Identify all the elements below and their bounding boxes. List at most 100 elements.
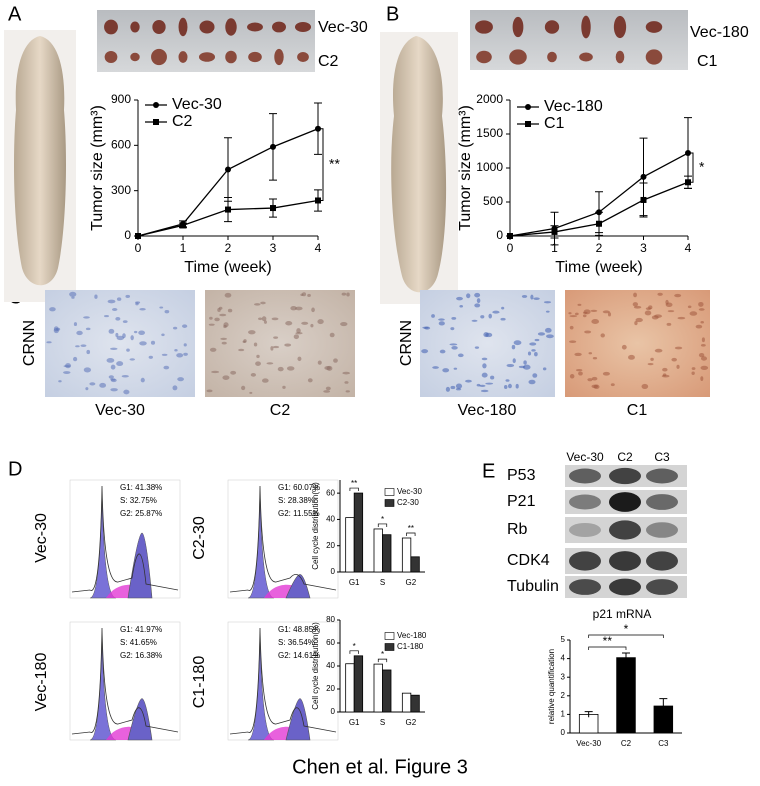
significance-label: * bbox=[381, 650, 384, 659]
legend-swatch bbox=[384, 643, 395, 651]
cell-nucleus bbox=[505, 379, 510, 382]
histogram-trace bbox=[229, 485, 337, 593]
protein-label: CDK4 bbox=[507, 552, 550, 569]
data-point bbox=[551, 228, 558, 235]
photo-label: C1 bbox=[697, 53, 718, 70]
cell-nucleus bbox=[492, 310, 500, 314]
legend-label: C2-30 bbox=[397, 498, 419, 507]
cell-nucleus bbox=[451, 345, 458, 350]
y-tick-label: 20 bbox=[326, 541, 335, 550]
cell-nucleus bbox=[700, 321, 704, 324]
cell-nucleus bbox=[295, 332, 303, 335]
cell-nucleus bbox=[140, 377, 145, 383]
blot-band bbox=[609, 492, 641, 512]
cell-nucleus bbox=[574, 312, 579, 316]
cell-nucleus bbox=[700, 376, 704, 381]
cell-nucleus bbox=[480, 389, 489, 393]
cell-nucleus bbox=[183, 352, 188, 356]
legend-swatch bbox=[384, 499, 395, 507]
cell-nucleus bbox=[523, 360, 527, 365]
data-point bbox=[596, 220, 602, 227]
tumor bbox=[178, 17, 188, 37]
x-tick-label: 4 bbox=[315, 241, 322, 255]
bar bbox=[345, 663, 355, 713]
bar bbox=[373, 663, 383, 713]
flow-stat: S: 28.38% bbox=[278, 496, 315, 505]
cell-nucleus bbox=[438, 318, 445, 321]
cell-nucleus bbox=[698, 301, 704, 307]
cell-nucleus bbox=[602, 310, 610, 314]
flow-stat: S: 41.65% bbox=[120, 638, 157, 647]
tumor bbox=[475, 20, 493, 34]
y-tick-label: 60 bbox=[326, 488, 335, 497]
cell-nucleus bbox=[508, 383, 512, 389]
significance-label: * bbox=[624, 622, 629, 636]
significance-bracket bbox=[406, 532, 416, 536]
cell-nucleus bbox=[422, 326, 429, 329]
cell-nucleus bbox=[691, 371, 695, 376]
significance-label: ** bbox=[351, 479, 357, 488]
cell-nucleus bbox=[341, 292, 347, 296]
tumor bbox=[274, 48, 284, 66]
blot-band bbox=[569, 494, 601, 510]
stain-label: CRNN bbox=[21, 320, 38, 366]
y-tick-label: 40 bbox=[326, 515, 335, 524]
error-bar bbox=[584, 711, 593, 718]
blot-band bbox=[569, 468, 601, 484]
cell-nucleus bbox=[698, 308, 705, 311]
cell-nucleus bbox=[474, 303, 481, 308]
cell-nucleus bbox=[449, 343, 458, 346]
tumor bbox=[272, 21, 286, 33]
ihc-image bbox=[45, 290, 195, 397]
data-point bbox=[225, 166, 231, 173]
x-tick-label: G1 bbox=[349, 718, 360, 727]
cell-nucleus bbox=[591, 376, 598, 381]
ihc-caption: Vec-180 bbox=[458, 402, 517, 419]
cell-nucleus bbox=[431, 314, 435, 318]
flow-label: Vec-180 bbox=[33, 653, 50, 712]
ihc-caption: Vec-30 bbox=[95, 402, 145, 419]
panel-label: D bbox=[8, 458, 22, 480]
tumor bbox=[615, 50, 625, 64]
y-tick-label: 0 bbox=[331, 707, 336, 716]
cell-nucleus bbox=[479, 384, 486, 388]
tumor bbox=[579, 52, 593, 62]
cell-nucleus bbox=[69, 291, 77, 297]
flow-label: Vec-30 bbox=[33, 513, 50, 563]
cell-nucleus bbox=[296, 328, 301, 334]
bar bbox=[382, 534, 392, 573]
x-axis-label: Time (week) bbox=[555, 259, 642, 276]
data-point bbox=[180, 222, 186, 229]
cell-nucleus bbox=[295, 306, 303, 311]
cell-nucleus bbox=[568, 312, 572, 315]
x-tick-label: 1 bbox=[551, 241, 558, 255]
cell-nucleus bbox=[701, 337, 705, 343]
cell-nucleus bbox=[159, 306, 164, 309]
tumor bbox=[198, 52, 216, 62]
legend-label: Vec-30 bbox=[172, 96, 222, 113]
cell-nucleus bbox=[174, 349, 178, 352]
x-tick-label: C2 bbox=[621, 739, 632, 748]
cell-nucleus bbox=[534, 338, 540, 342]
x-tick-label: 0 bbox=[135, 241, 142, 255]
cell-nucleus bbox=[110, 347, 118, 350]
flow-histograms: G1: 41.38% S: 32.75% G2: 25.87% G1: 60.07% S… bbox=[69, 479, 339, 741]
cell-nucleus bbox=[324, 366, 331, 370]
cell-nucleus bbox=[574, 352, 582, 357]
cell-nucleus bbox=[691, 367, 696, 370]
g2-peak bbox=[285, 698, 311, 741]
bar bbox=[616, 657, 636, 734]
cell-nucleus bbox=[83, 316, 90, 319]
bar bbox=[353, 492, 364, 573]
blot-band bbox=[569, 579, 601, 595]
cell-nucleus bbox=[46, 341, 52, 344]
cell-nucleus bbox=[587, 378, 593, 382]
y-tick-label: 5 bbox=[561, 635, 566, 644]
flow-stat: S: 32.75% bbox=[120, 496, 157, 505]
cell-nucleus bbox=[511, 344, 516, 350]
cell-nucleus bbox=[325, 386, 331, 391]
cell-nucleus bbox=[161, 333, 165, 337]
cell-nucleus bbox=[261, 316, 267, 322]
panel-label: E bbox=[482, 460, 495, 482]
cell-nucleus bbox=[209, 347, 217, 352]
